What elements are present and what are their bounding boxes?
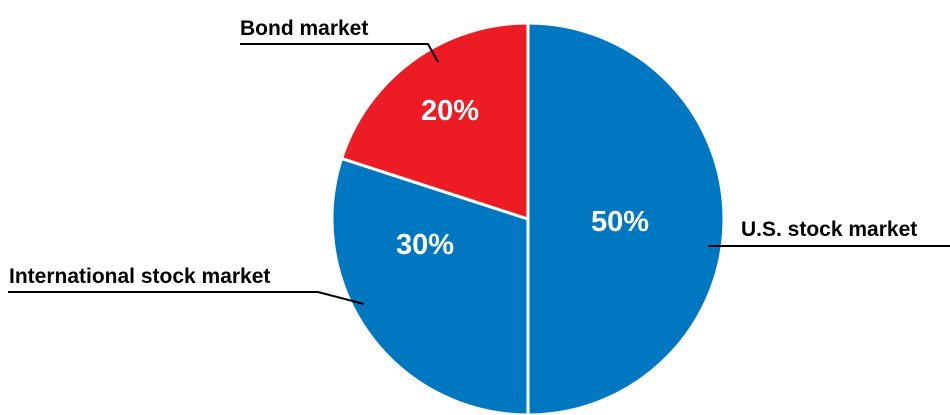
slice-value-us-stock-market: 50%	[591, 206, 649, 238]
percent-labels: 50% 30% 20%	[396, 95, 649, 261]
pie-slice-u-s-stock-market	[526, 21, 726, 415]
leader-line-international-stock-market	[8, 291, 365, 305]
slice-label-international-stock-market: International stock market	[9, 265, 270, 288]
pie-slices	[330, 21, 726, 415]
slice-label-bond-market: Bond market	[240, 17, 368, 40]
pie-slice-international-stock-market	[330, 156, 530, 415]
category-labels: U.S. stock market International stock ma…	[9, 17, 917, 288]
slice-value-bond-market: 20%	[421, 95, 479, 127]
slice-value-international-stock-market: 30%	[396, 229, 454, 261]
leader-line-bond-market	[240, 43, 439, 63]
pie-slice-bond-market	[340, 21, 530, 221]
slice-label-us-stock-market: U.S. stock market	[741, 218, 917, 241]
leader-lines	[8, 43, 950, 305]
